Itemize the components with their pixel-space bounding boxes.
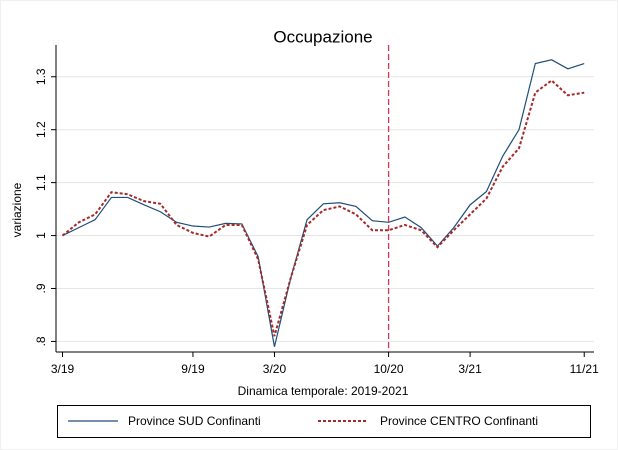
legend-label: Province CENTRO Confinanti: [380, 414, 538, 428]
x-tick-label: 3/20: [263, 362, 287, 376]
x-tick-label: 3/19: [51, 362, 75, 376]
y-tick-label: .9: [34, 283, 48, 293]
y-tick-label: .8: [34, 336, 48, 346]
series-line: [62, 59, 585, 347]
y-tick-label: 1: [34, 232, 48, 239]
chart-title: Occupazione: [273, 27, 372, 46]
y-tick-label: 1.2: [34, 121, 48, 138]
series-line: [61, 79, 585, 337]
x-tick-label: 10/20: [374, 362, 404, 376]
x-axis-label: Dinamica temporale: 2019-2021: [238, 384, 409, 398]
legend-label: Province SUD Confinanti: [128, 414, 261, 428]
y-tick-label: 1.1: [34, 174, 48, 191]
x-tick-label: 3/21: [458, 362, 482, 376]
y-axis-label: variazione: [10, 182, 24, 237]
legend: Province SUD Confinanti Province CENTRO C…: [57, 405, 591, 438]
x-tick-label: 11/21: [570, 362, 599, 376]
x-tick-label: 9/19: [181, 362, 205, 376]
y-tick-label: 1.3: [34, 68, 48, 85]
